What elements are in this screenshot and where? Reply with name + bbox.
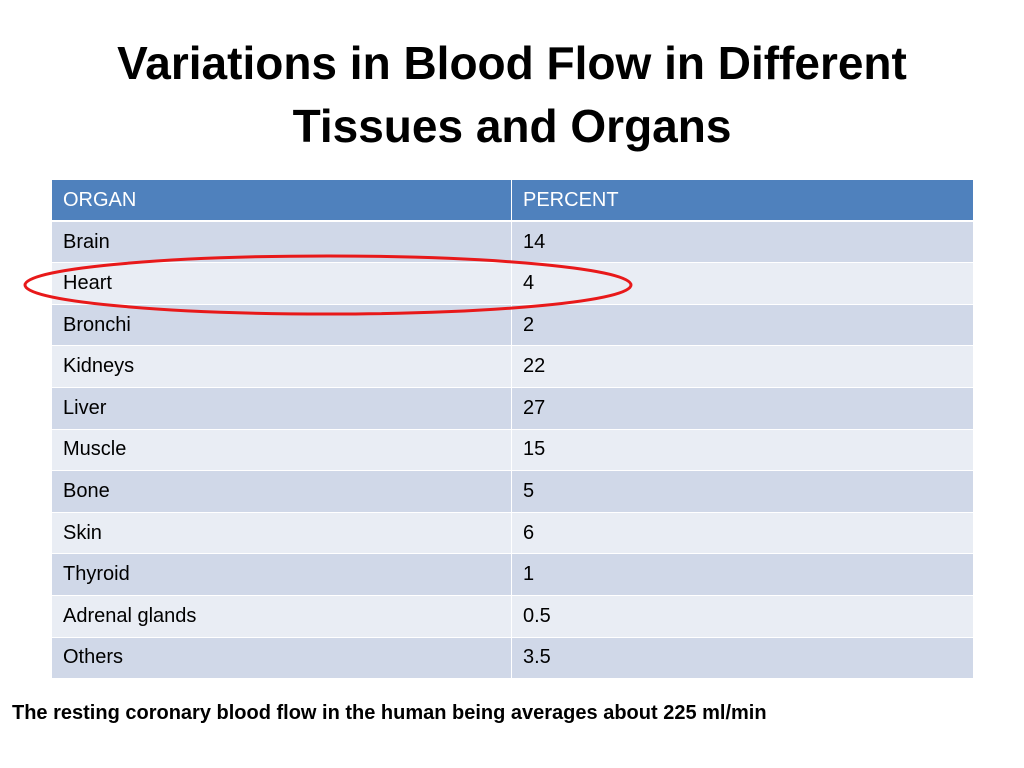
table-row: Thyroid 1 — [51, 553, 974, 596]
slide-title-line-2: Tissues and Organs — [292, 100, 732, 152]
organ-cell: Muscle — [51, 428, 512, 472]
table-row: Bronchi 2 — [51, 303, 974, 347]
slide-title: Variations in Blood Flow in Different Ti… — [0, 32, 1024, 158]
organ-cell: Brain — [51, 220, 512, 264]
percent-cell: 1 — [511, 553, 974, 596]
organ-cell: Skin — [51, 511, 512, 555]
organ-cell: Liver — [51, 386, 512, 430]
percent-cell: 6 — [511, 511, 974, 555]
organ-cell: Others — [51, 636, 512, 680]
organ-cell: Heart — [51, 262, 512, 305]
table-row: Liver 27 — [51, 386, 974, 430]
coronary-flow-note: The resting coronary blood flow in the h… — [12, 702, 767, 724]
table-row: Muscle 15 — [51, 428, 974, 472]
column-header-organ: ORGAN — [51, 179, 512, 223]
table-row: Heart 4 — [51, 262, 974, 305]
table-row: Brain 14 — [51, 220, 974, 264]
table-row: Kidneys 22 — [51, 345, 974, 388]
table-row: Bone 5 — [51, 470, 974, 513]
table-row: Adrenal glands 0.5 — [51, 594, 974, 638]
percent-cell: 4 — [511, 262, 974, 305]
table-row: Others 3.5 — [51, 636, 974, 680]
organ-cell: Thyroid — [51, 553, 512, 596]
organ-cell: Kidneys — [51, 345, 512, 388]
organ-cell: Bronchi — [51, 303, 512, 347]
percent-cell: 22 — [511, 345, 974, 388]
column-header-percent: PERCENT — [511, 179, 974, 223]
percent-cell: 0.5 — [511, 594, 974, 638]
percent-cell: 14 — [511, 220, 974, 264]
blood-flow-table: ORGAN PERCENT Brain 14 Heart 4 Bronchi 2… — [51, 179, 974, 680]
table-header-row: ORGAN PERCENT — [51, 179, 974, 223]
slide-title-line-1: Variations in Blood Flow in Different — [117, 37, 907, 89]
percent-cell: 15 — [511, 428, 974, 472]
organ-cell: Adrenal glands — [51, 594, 512, 638]
table-row: Skin 6 — [51, 511, 974, 555]
percent-cell: 2 — [511, 303, 974, 347]
percent-cell: 27 — [511, 386, 974, 430]
organ-cell: Bone — [51, 470, 512, 513]
percent-cell: 3.5 — [511, 636, 974, 680]
percent-cell: 5 — [511, 470, 974, 513]
